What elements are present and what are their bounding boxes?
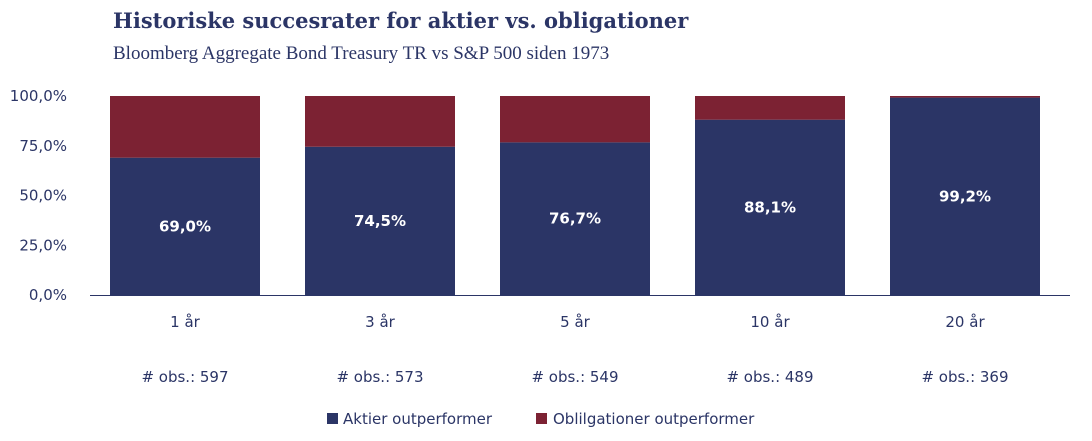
y-tick-label: 50,0% — [19, 187, 67, 205]
y-tick-label: 0,0% — [29, 286, 67, 304]
x-tick-label: 3 år — [365, 313, 396, 331]
legend-swatch — [536, 413, 547, 424]
data-label: 76,7% — [549, 210, 601, 228]
bar-obligationer — [500, 96, 650, 143]
y-tick-label: 75,0% — [19, 137, 67, 155]
data-label: 99,2% — [939, 187, 991, 205]
data-label: 88,1% — [744, 198, 796, 216]
obs-count-label: # obs.: 489 — [726, 368, 813, 386]
legend-label: Oblilgationer outperformer — [553, 410, 755, 428]
obs-count-label: # obs.: 573 — [336, 368, 423, 386]
chart-title: Historiske succesrater for aktier vs. ob… — [113, 8, 689, 33]
x-tick-label: 10 år — [750, 313, 790, 331]
bar-obligationer — [110, 96, 260, 158]
chart-subtitle: Bloomberg Aggregate Bond Treasury TR vs … — [113, 43, 610, 64]
bar-aktier — [890, 97, 1040, 295]
legend-label: Aktier outperformer — [343, 410, 493, 428]
data-label: 69,0% — [159, 217, 211, 235]
bar-aktier — [110, 157, 260, 295]
bar-obligationer — [695, 96, 845, 120]
bar-aktier — [305, 146, 455, 295]
bar-aktier — [500, 142, 650, 295]
obs-count-label: # obs.: 369 — [921, 368, 1008, 386]
bar-obligationer — [305, 96, 455, 147]
y-tick-label: 25,0% — [19, 236, 67, 254]
legend-swatch — [327, 413, 338, 424]
bar-obligationer — [890, 96, 1040, 98]
data-label: 74,5% — [354, 212, 406, 230]
obs-count-label: # obs.: 597 — [141, 368, 228, 386]
y-tick-label: 100,0% — [10, 87, 67, 105]
x-tick-label: 20 år — [945, 313, 985, 331]
bar-aktier — [695, 119, 845, 295]
obs-count-label: # obs.: 549 — [531, 368, 618, 386]
x-tick-label: 5 år — [560, 313, 591, 331]
x-tick-label: 1 år — [170, 313, 201, 331]
